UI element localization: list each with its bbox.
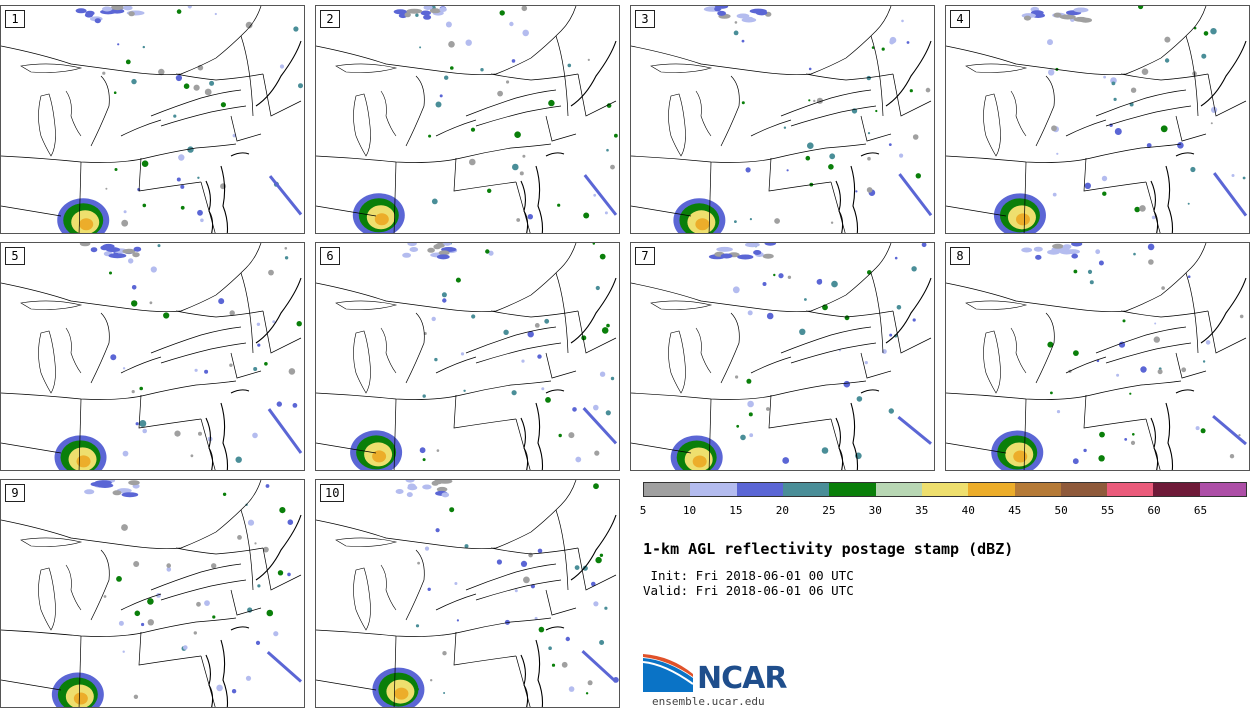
colorbar-tick-label: 45 — [1008, 504, 1022, 517]
valid-time: Valid: Fri 2018-06-01 06 UTC — [643, 583, 854, 598]
colorbar-segment — [921, 483, 969, 496]
colorbar-segment — [1060, 483, 1108, 496]
member-panel-10: 10 — [315, 479, 620, 708]
colorbar-tick-label: 5 — [639, 504, 647, 517]
website-url[interactable]: ensemble.ucar.edu — [652, 695, 765, 708]
panel-number: 4 — [950, 10, 970, 28]
panel-number: 8 — [950, 247, 970, 265]
ncar-logo-icon — [643, 654, 694, 692]
member-panel-5: 5 — [0, 242, 305, 471]
colorbar-tick-label: 15 — [729, 504, 743, 517]
colorbar-segment — [968, 483, 1015, 496]
figure-title: 1-km AGL reflectivity postage stamp (dBZ… — [643, 540, 1014, 558]
member-panel-1: 1 — [0, 5, 305, 234]
panel-number: 3 — [635, 10, 655, 28]
panel-number: 2 — [320, 10, 340, 28]
member-panel-4: 4 — [945, 5, 1250, 234]
member-panel-2: 2 — [315, 5, 620, 234]
colorbar-tick-label: 55 — [1100, 504, 1115, 517]
member-panel-6: 6 — [315, 242, 620, 471]
colorbar-tick-label: 25 — [822, 504, 836, 517]
colorbar-tick-label: 40 — [961, 504, 975, 517]
colorbar-tick-labels: 5 10 15 20 25 30 35 40 45 50 55 60 65 — [639, 504, 1247, 518]
colorbar-segment — [736, 483, 783, 496]
panel-number: 1 — [5, 10, 25, 28]
colorbar-segment — [829, 483, 876, 496]
colorbar-tick-label: 65 — [1193, 504, 1208, 517]
member-panel-8: 8 — [945, 242, 1250, 471]
colorbar-tick-label: 30 — [868, 504, 882, 517]
colorbar-tick-label: 10 — [682, 504, 697, 517]
colorbar-segment — [644, 483, 691, 496]
member-panel-9: 9 — [0, 479, 305, 708]
panel-number: 5 — [5, 247, 25, 265]
colorbar-segment — [1107, 483, 1154, 496]
colorbar-segment — [690, 483, 737, 496]
colorbar-segment — [875, 483, 922, 496]
init-time: Init: Fri 2018-06-01 00 UTC — [643, 568, 854, 583]
colorbar-segment — [1199, 483, 1247, 496]
colorbar-segment — [1014, 483, 1061, 496]
colorbar-tick-label: 60 — [1147, 504, 1161, 517]
colorbar-segment — [782, 483, 830, 496]
ncar-logo-text: NCAR — [697, 661, 787, 696]
member-panel-3: 3 — [630, 5, 935, 234]
panel-number: 7 — [635, 247, 655, 265]
colorbar-tick-label: 20 — [775, 504, 789, 517]
reflectivity-colorbar — [643, 482, 1247, 497]
panel-number: 9 — [5, 484, 25, 502]
panel-number: 10 — [320, 484, 345, 502]
colorbar-tick-label: 35 — [915, 504, 929, 517]
colorbar-segment — [1153, 483, 1200, 496]
panel-number: 6 — [320, 247, 340, 265]
colorbar-tick-label: 50 — [1054, 504, 1068, 517]
member-panel-7: 7 — [630, 242, 935, 471]
